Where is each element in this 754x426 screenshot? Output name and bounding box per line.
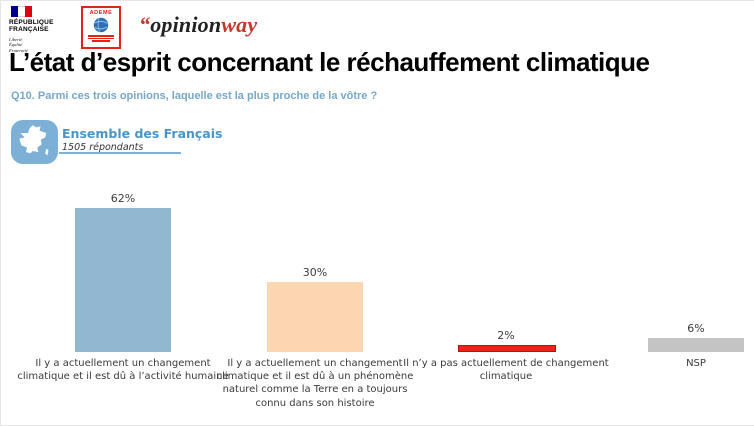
bar [267, 282, 363, 352]
bar-value-label: 2% [497, 329, 515, 342]
bar-category-label: NSP [686, 358, 706, 369]
bar-chart: 62% Il y a actuellement un changement cli… [1, 181, 754, 425]
bar-value-label: 6% [687, 322, 705, 335]
bar-category-label: Il n’y a pas actuellement de changement … [403, 358, 609, 383]
france-map-icon [18, 125, 48, 156]
france-badge [11, 120, 58, 164]
republique-motto: Liberté Égalité Fraternité [9, 37, 67, 54]
opinionway-quote-mark: “ [139, 12, 151, 37]
french-flag-icon [11, 6, 32, 17]
republique-name-line1: RÉPUBLIQUE [9, 19, 54, 26]
bar [458, 345, 556, 352]
motto-line2: Égalité [9, 42, 23, 48]
opinionway-part2: way [221, 12, 258, 37]
ademe-logo: ADEME [81, 6, 121, 49]
page-title: L’état d’esprit concernant le réchauffem… [9, 47, 650, 77]
bar-category-label: Il y a actuellement un changement climat… [216, 358, 414, 409]
opinionway-logo: “opinionway [139, 12, 257, 38]
header-logos: RÉPUBLIQUE FRANÇAISE Liberté Égalité Fra… [9, 6, 257, 54]
sample-underline [59, 152, 181, 154]
bar-category-label: Il y a actuellement un changement climat… [17, 358, 229, 383]
sample-respondents: 1505 répondants [62, 142, 144, 153]
survey-question: Q10. Parmi ces trois opinions, laquelle … [11, 90, 378, 102]
motto-line3: Fraternité [9, 48, 28, 53]
republique-francaise-logo: RÉPUBLIQUE FRANÇAISE Liberté Égalité Fra… [9, 6, 67, 54]
bar [75, 208, 171, 352]
globe-icon [93, 17, 109, 33]
bar [648, 338, 744, 352]
republique-name: RÉPUBLIQUE FRANÇAISE [9, 19, 67, 34]
bar-value-label: 62% [110, 192, 136, 205]
sample-info: Ensemble des Français 1505 répondants [62, 126, 222, 153]
sample-label: Ensemble des Français [62, 126, 223, 141]
ademe-wordmark: ADEME [89, 10, 113, 16]
republique-name-line2: FRANÇAISE [9, 26, 49, 34]
bar-value-label: 30% [302, 266, 328, 279]
motto-line1: Liberté [9, 36, 23, 42]
opinionway-part1: opinion [150, 12, 222, 37]
ademe-tagline-lines [88, 34, 114, 42]
